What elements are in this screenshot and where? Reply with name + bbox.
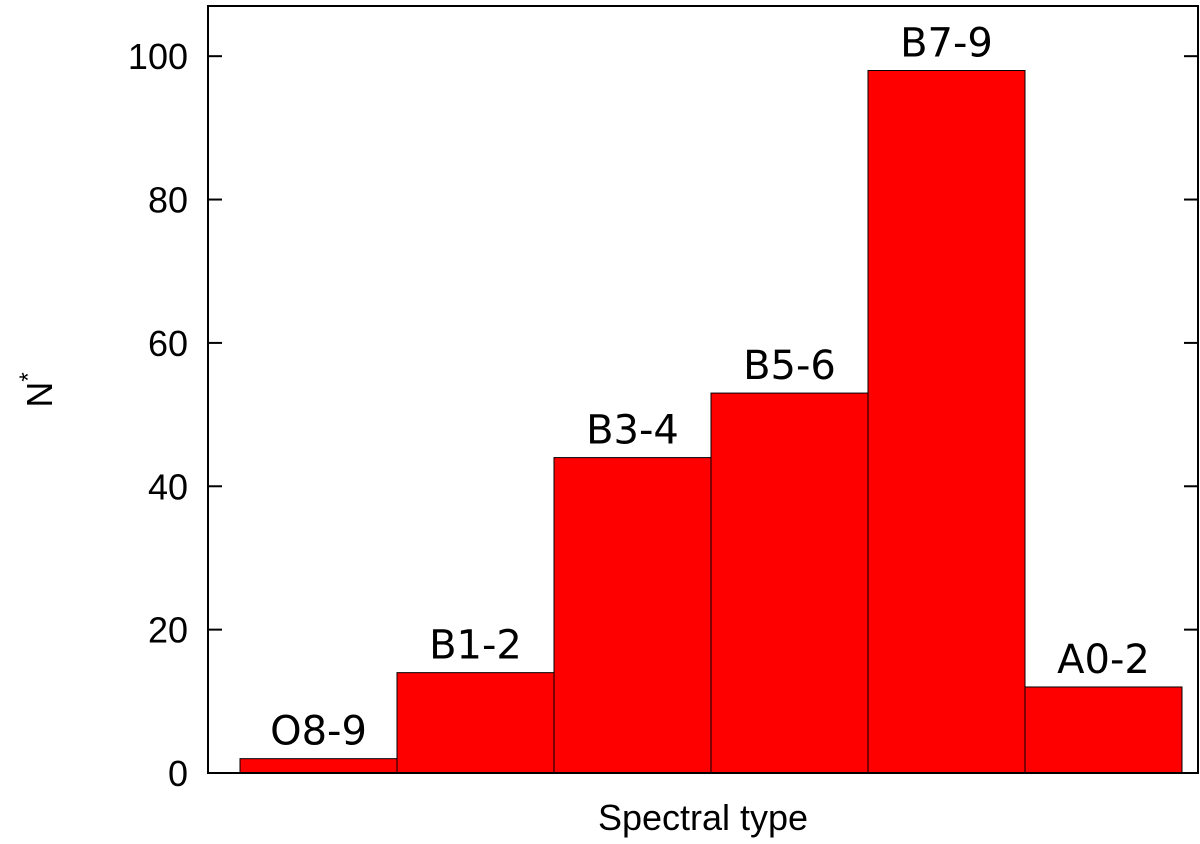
bar-b5-6 — [710, 392, 869, 774]
y-axis-label-main: N — [19, 382, 60, 408]
bar-a0-2 — [1024, 686, 1183, 774]
y-ticks-group — [208, 55, 1198, 774]
bar-label-a0-2: A0-2 — [1057, 637, 1150, 683]
bar-o8-9 — [239, 758, 398, 774]
bar-label-b3-4: B3-4 — [586, 408, 679, 454]
y-tick-label-0: 0 — [168, 753, 188, 794]
y-tick-label-100: 100 — [128, 36, 188, 77]
bar-labels-group: O8-9 B1-2 B3-4 B5-6 B7-9 A0-2 — [270, 21, 1150, 755]
bar-label-b1-2: B1-2 — [429, 623, 522, 669]
y-tick-label-40: 40 — [148, 466, 188, 507]
bar-label-o8-9: O8-9 — [270, 709, 367, 755]
bars-group — [239, 70, 1183, 774]
bar-b1-2 — [396, 672, 555, 774]
y-tick-label-60: 60 — [148, 323, 188, 364]
y-tick-label-80: 80 — [148, 180, 188, 221]
bar-label-b5-6: B5-6 — [743, 343, 836, 389]
bar-label-b7-9: B7-9 — [900, 21, 993, 67]
y-tick-label-20: 20 — [148, 610, 188, 651]
y-axis-label-superscript: * — [15, 372, 42, 381]
bar-b3-4 — [553, 457, 712, 774]
plot-frame — [207, 5, 1199, 774]
x-axis-label: Spectral type — [598, 797, 808, 838]
y-axis-label: N* — [15, 372, 60, 407]
y-tick-labels-group: 0 20 40 60 80 100 — [128, 36, 188, 794]
bar-b7-9 — [867, 70, 1026, 774]
